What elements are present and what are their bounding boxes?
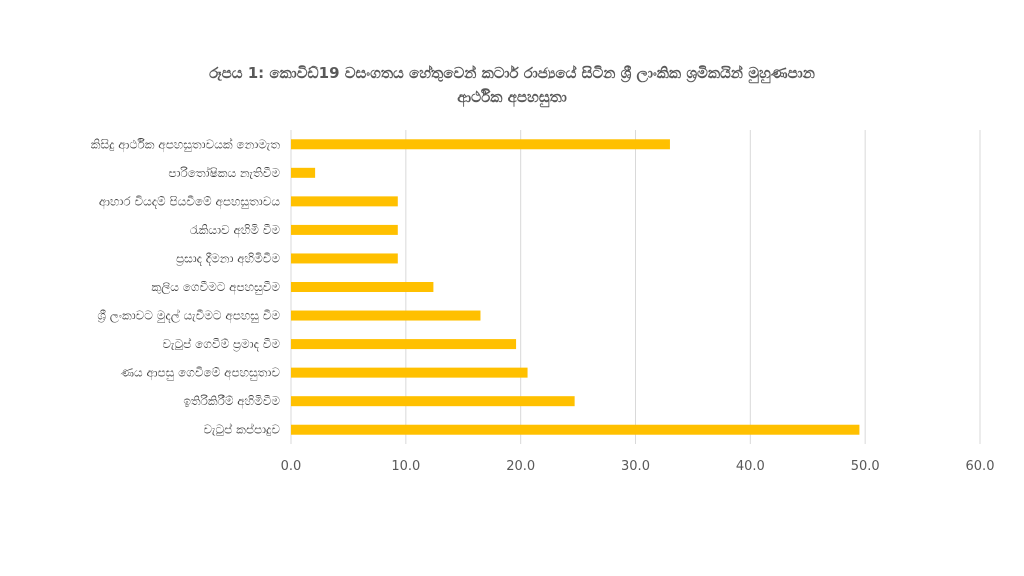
x-tick-label: 60.0 xyxy=(966,459,995,474)
category-label: ඉතිරිකිරීම් අහිමිවීම xyxy=(183,394,280,409)
bar xyxy=(291,167,316,178)
x-tick-label: 50.0 xyxy=(851,459,880,474)
gridlines xyxy=(290,130,981,444)
category-label: වැටුප් ගෙවීම් ප්‍රමාද වීම xyxy=(163,337,281,352)
bar xyxy=(291,424,860,435)
category-label: ප්‍රසාද දීමනා අහිමිවීම xyxy=(176,251,280,266)
bar xyxy=(291,396,575,407)
x-tick-label: 0.0 xyxy=(281,459,302,474)
bar xyxy=(291,196,398,207)
category-label: කිසිදු ආර්ථික අපහසුතාවයක් නොමැත xyxy=(91,137,280,152)
category-label: ශ්‍රී ලංකාවට මුදල් යැවීමට අපහසු වීම xyxy=(97,308,280,323)
bars xyxy=(291,139,860,435)
bar xyxy=(291,367,528,378)
bar xyxy=(291,310,481,321)
bar xyxy=(291,339,517,350)
bar xyxy=(291,253,398,264)
bar xyxy=(291,139,670,150)
chart-title-line-1: රූපය 1: කොවිඩ්19 වසංගතය හේතුවෙන් කටාර් ර… xyxy=(209,64,815,84)
bar xyxy=(291,224,398,235)
chart-title-line-2: ආර්ථික අපහසුතා xyxy=(457,88,567,108)
chart-title: රූපය 1: කොවිඩ්19 වසංගතය හේතුවෙන් කටාර් ර… xyxy=(209,64,815,108)
category-label: පාරිතෝෂිකය නැතිවීම xyxy=(168,166,280,180)
category-label: වැටුප් කප්පාදුව xyxy=(204,423,281,437)
category-labels: කිසිදු ආර්ථික අපහසුතාවයක් නොමැත පාරිතෝෂික… xyxy=(91,137,281,437)
x-tick-label: 20.0 xyxy=(506,459,535,474)
x-tick-label: 40.0 xyxy=(736,459,765,474)
x-tick-label: 10.0 xyxy=(391,459,420,474)
category-label: ණය ආපසු ගෙවීමේ අපහසුතාව xyxy=(121,366,281,381)
x-axis-tick-labels: 0.0 10.0 20.0 30.0 40.0 50.0 60.0 xyxy=(281,459,995,474)
category-label: ආහාර වියදම් පියවීමේ අපහසුතාවය xyxy=(99,194,280,209)
bar xyxy=(291,282,434,292)
x-tick-label: 30.0 xyxy=(621,459,650,474)
category-label: කුලිය ගෙවීමට අපහසුවීම xyxy=(151,280,280,295)
category-label: රැකියාව අහිමි වීම xyxy=(190,223,281,238)
